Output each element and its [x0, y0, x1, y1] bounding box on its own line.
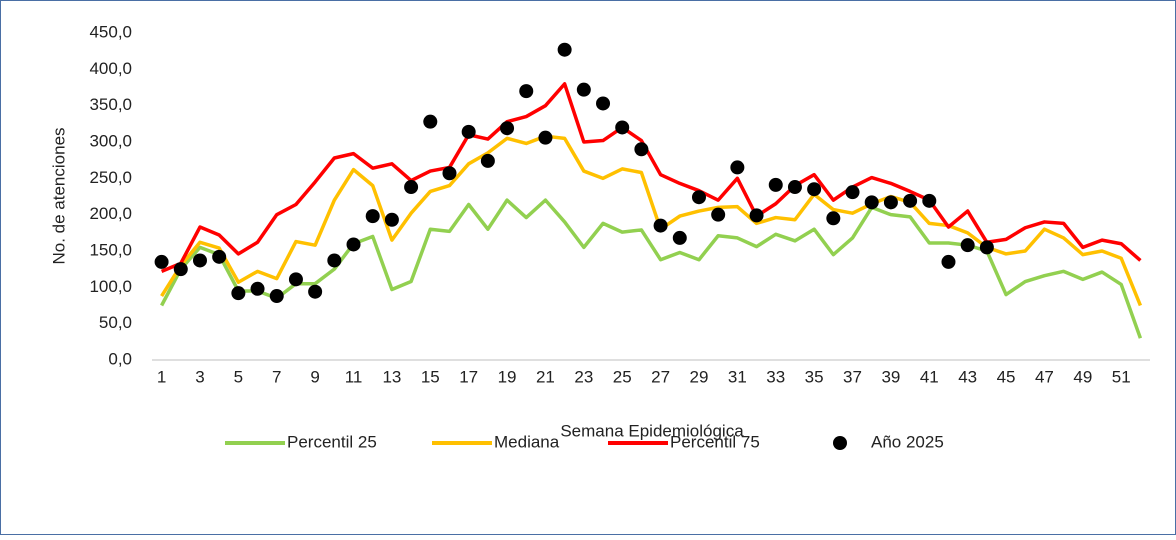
data-point: [346, 237, 361, 252]
x-tick-label: 47: [1035, 367, 1054, 386]
data-point: [845, 185, 860, 200]
legend-label: Mediana: [494, 432, 560, 451]
data-point: [768, 177, 783, 192]
data-point: [480, 153, 495, 168]
x-tick-label: 11: [345, 367, 363, 386]
x-tick-label: 35: [805, 367, 824, 386]
data-point: [596, 96, 611, 111]
x-tick-label: 3: [195, 367, 204, 386]
x-tick-label: 31: [728, 367, 747, 386]
y-tick-label: 400,0: [89, 59, 132, 78]
x-tick-label: 9: [310, 367, 319, 386]
data-point: [442, 166, 457, 181]
y-tick-label: 150,0: [89, 240, 132, 259]
x-tick-label: 39: [881, 367, 900, 386]
data-point: [711, 207, 726, 222]
x-tick-label: 19: [498, 367, 517, 386]
data-point: [538, 130, 553, 145]
data-point: [653, 218, 668, 233]
series-line: [160, 198, 1143, 339]
y-tick-label: 350,0: [89, 95, 132, 114]
data-point: [404, 180, 419, 195]
data-point: [634, 142, 649, 157]
y-tick-label: 200,0: [89, 204, 132, 223]
x-tick-label: 5: [234, 367, 243, 386]
data-point: [154, 254, 169, 269]
data-point: [269, 289, 284, 304]
x-tick-label: 29: [690, 367, 709, 386]
data-point: [922, 193, 937, 208]
data-point: [883, 195, 898, 210]
y-tick-label: 50,0: [99, 313, 132, 332]
y-tick-label: 100,0: [89, 277, 132, 296]
data-point: [423, 114, 438, 129]
x-tick-label: 33: [766, 367, 785, 386]
y-tick-label: 250,0: [89, 168, 132, 187]
y-axis-title: No. de atenciones: [49, 127, 68, 264]
x-tick-label: 45: [997, 367, 1016, 386]
x-tick-label: 23: [574, 367, 593, 386]
x-tick-label: 7: [272, 367, 281, 386]
x-tick-label: 15: [421, 367, 440, 386]
x-tick-label: 49: [1073, 367, 1092, 386]
y-tick-label: 300,0: [89, 131, 132, 150]
data-point: [615, 120, 630, 135]
data-point: [327, 253, 342, 268]
data-point: [173, 262, 188, 277]
data-point: [288, 272, 303, 287]
data-point: [787, 180, 802, 195]
x-tick-label: 17: [459, 367, 478, 386]
data-point: [192, 253, 207, 268]
x-tick-label: 51: [1112, 367, 1131, 386]
data-point: [461, 124, 476, 139]
x-tick-label: 1: [157, 367, 166, 386]
data-point: [557, 42, 572, 57]
data-point: [960, 238, 975, 253]
data-point: [903, 193, 918, 208]
data-point: [749, 208, 764, 223]
data-point: [730, 160, 745, 175]
x-tick-label: 25: [613, 367, 632, 386]
data-point: [979, 240, 994, 255]
data-point: [807, 182, 822, 197]
data-point: [231, 286, 246, 301]
x-tick-label: 37: [843, 367, 862, 386]
y-tick-label: 0,0: [108, 349, 132, 368]
x-tick-label: 13: [382, 367, 401, 386]
data-point: [365, 209, 380, 224]
data-point: [384, 212, 399, 227]
data-point: [672, 230, 687, 245]
x-tick-label: 41: [920, 367, 939, 386]
x-axis-title: Semana Epidemiológica: [560, 421, 744, 440]
x-tick-label: 27: [651, 367, 670, 386]
data-point: [864, 195, 879, 210]
legend-label: Percentil 25: [287, 432, 377, 451]
legend-label: Percentil 75: [670, 432, 760, 451]
legend-label: Año 2025: [871, 432, 944, 451]
x-tick-label: 43: [958, 367, 977, 386]
data-point: [576, 82, 591, 97]
series-line: [160, 134, 1143, 307]
legend-swatch: [833, 436, 847, 450]
x-tick-label: 21: [536, 367, 555, 386]
data-point: [519, 84, 534, 99]
data-point: [500, 121, 515, 136]
data-point: [250, 281, 265, 296]
y-tick-label: 450,0: [89, 22, 132, 41]
data-point: [308, 284, 323, 299]
data-point: [826, 211, 841, 226]
data-point: [941, 254, 956, 269]
data-point: [691, 190, 706, 205]
series-line: [160, 82, 1142, 273]
data-point: [212, 249, 227, 264]
